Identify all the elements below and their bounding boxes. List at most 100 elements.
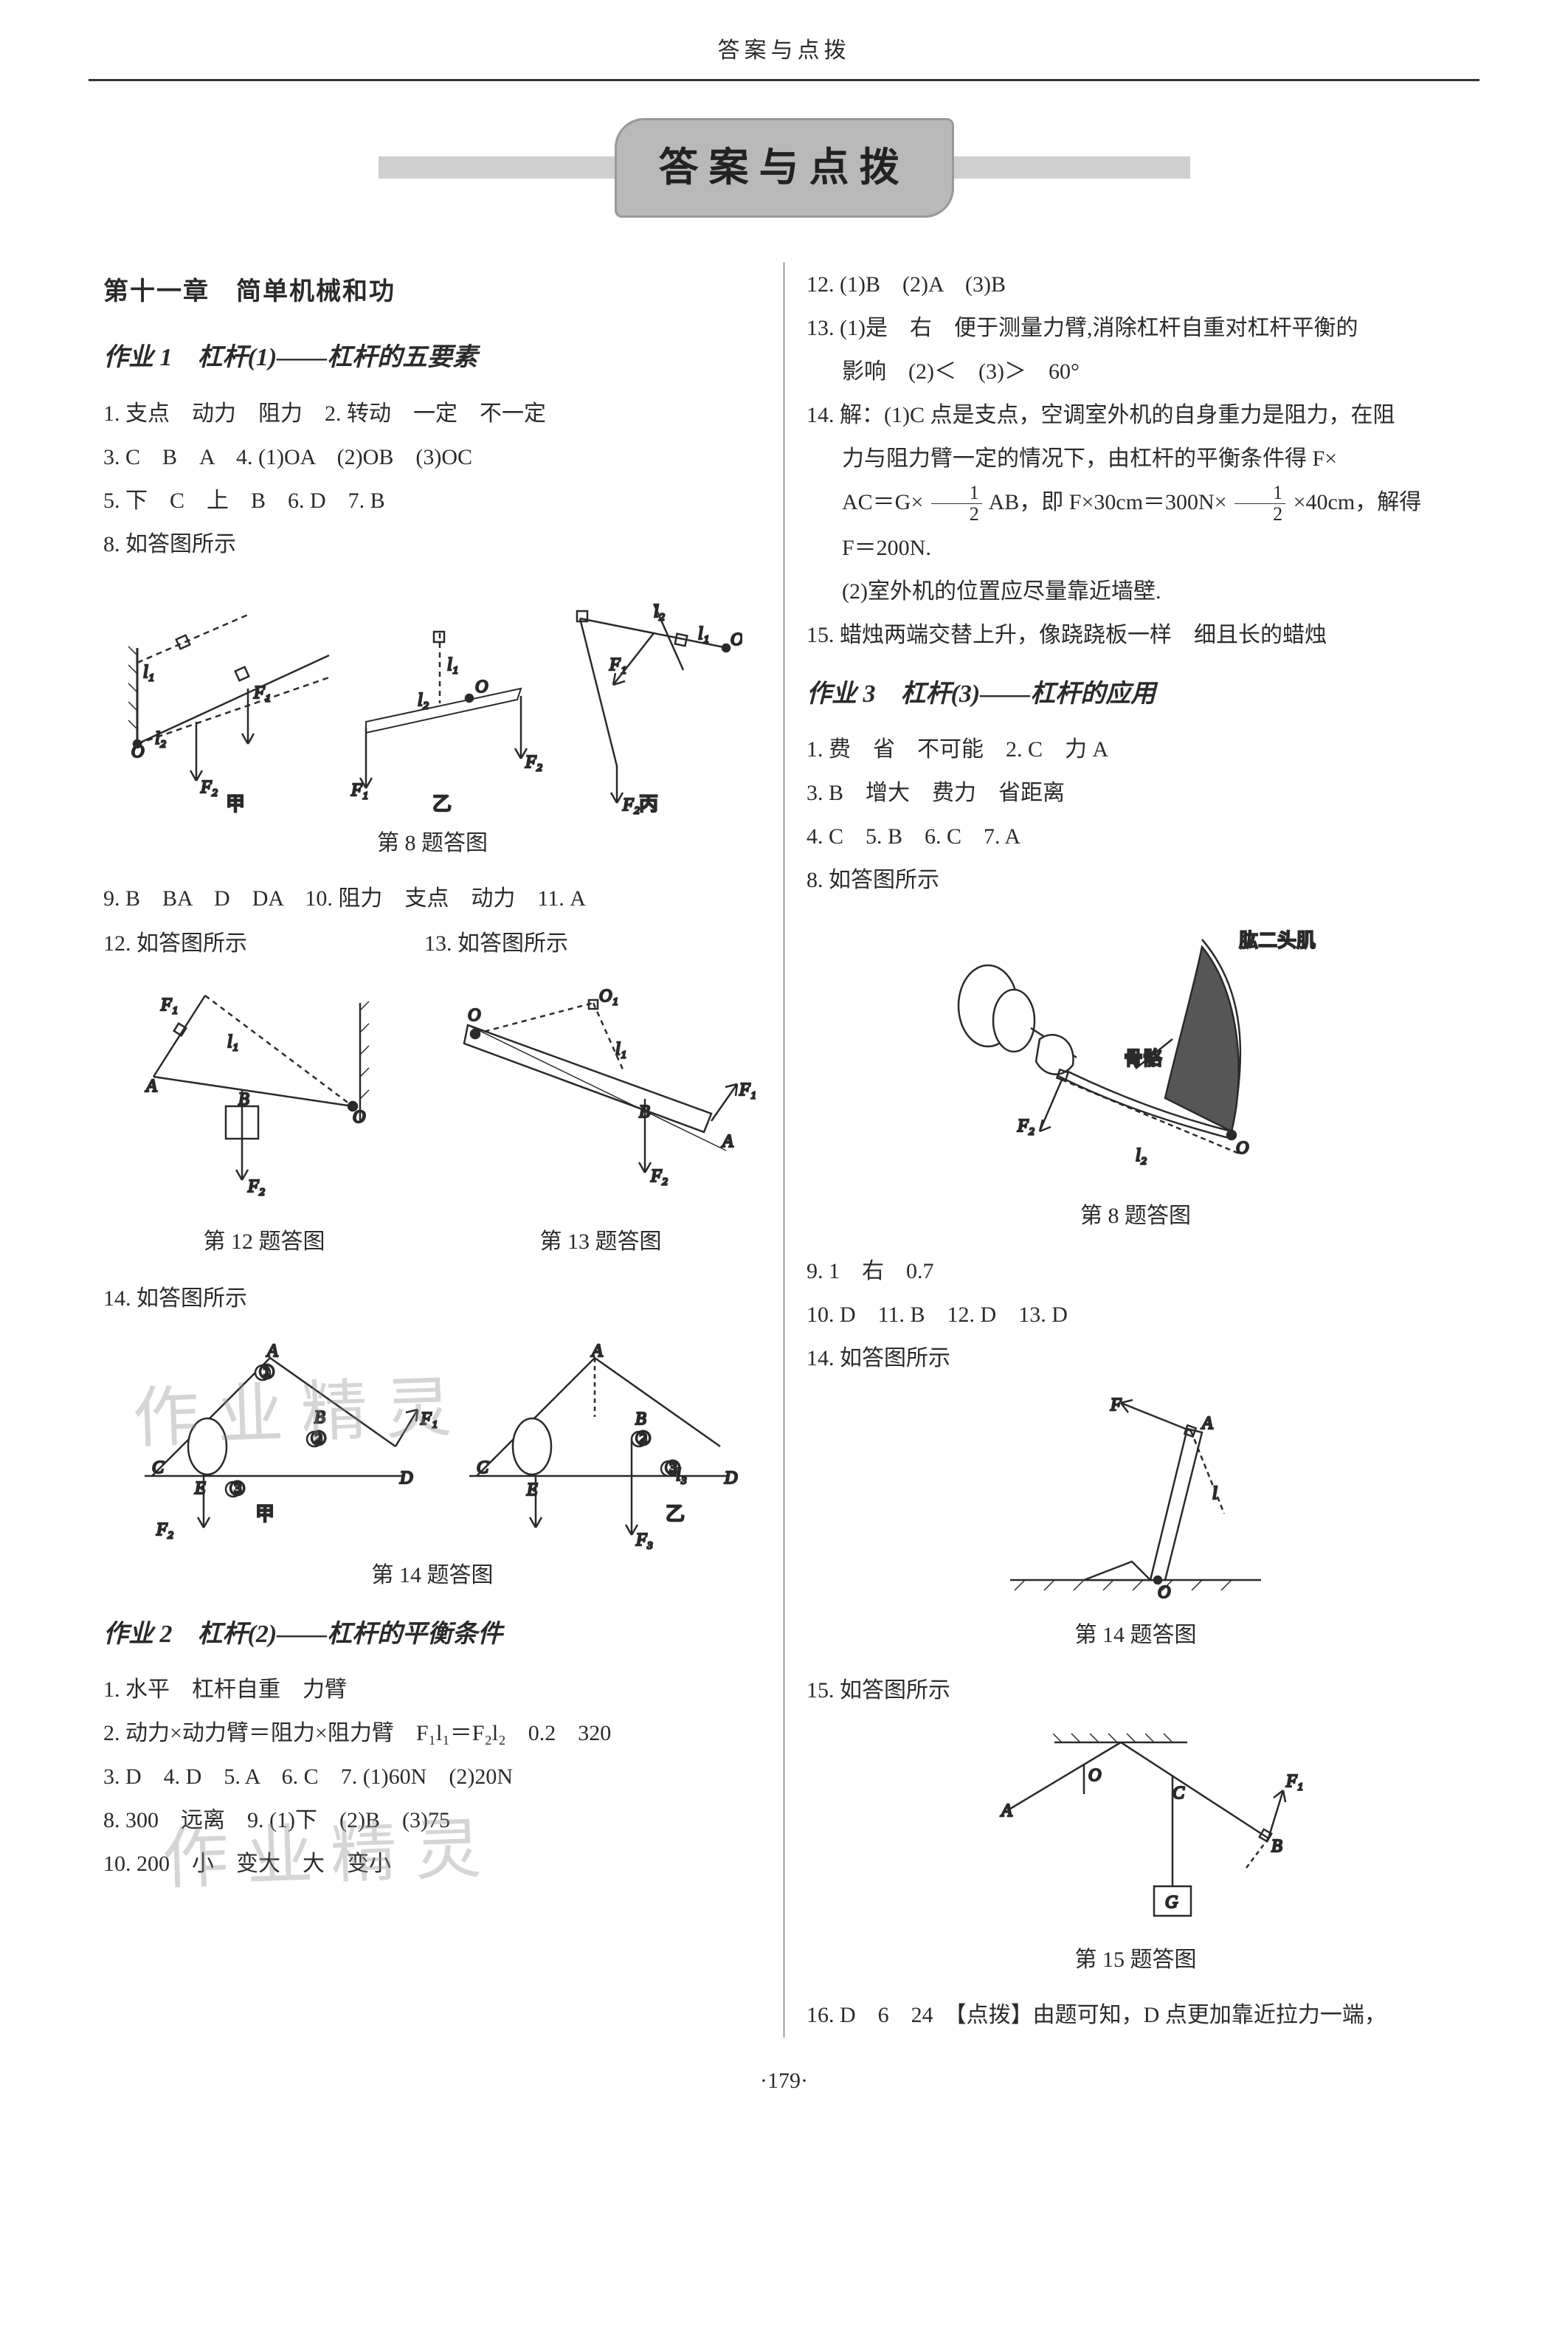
svg-text:A: A: [721, 1132, 733, 1151]
svg-text:F₃: F₃: [635, 1531, 653, 1550]
answer-line: 16. D 6 24 【点拨】由题可知，D 点更加靠近拉力一端，: [807, 1994, 1465, 2036]
svg-text:F₁: F₁: [739, 1080, 756, 1100]
svg-text:骨骼: 骨骼: [1124, 1048, 1162, 1069]
svg-text:C: C: [1172, 1784, 1185, 1803]
figure-sec3-q8: 骨骼 肱二头肌 F₂ l₂ O 第 8 题答图: [807, 910, 1465, 1237]
svg-text:②: ②: [635, 1428, 652, 1449]
svg-text:F₁: F₁: [253, 683, 271, 703]
section2-title: 作业 2 杠杆(2)——杠杆的平衡条件: [103, 1611, 761, 1659]
banner-title: 答案与点拨: [615, 118, 954, 218]
svg-text:B: B: [639, 1103, 650, 1122]
svg-text:O: O: [1088, 1766, 1101, 1785]
answer-line: (2)室外机的位置应尽量靠近墙壁.: [807, 570, 1465, 613]
svg-text:A: A: [1000, 1801, 1012, 1821]
svg-text:F₁: F₁: [420, 1410, 438, 1429]
svg-text:l₁: l₁: [615, 1040, 626, 1059]
figure-sec3-q15-caption: 第 15 题答图: [807, 1939, 1465, 1981]
svg-text:l₂: l₂: [654, 602, 665, 621]
svg-text:l₂: l₂: [1136, 1146, 1147, 1165]
answer-line: 14. 解：(1)C 点是支点，空调室外机的自身重力是阻力，在阻: [807, 394, 1465, 436]
svg-text:D: D: [399, 1469, 412, 1488]
banner-bar-left: [379, 156, 615, 179]
svg-text:O₁: O₁: [599, 987, 618, 1006]
answer-line: 13. 如答图所示: [424, 922, 568, 965]
svg-text:l₁: l₁: [143, 663, 154, 682]
answer-line: 8. 如答图所示: [807, 859, 1465, 901]
svg-text:B: B: [238, 1090, 249, 1109]
answer-line: 2. 动力×动力臂＝阻力×阻力臂 F₁l₁＝F₂l₂ 0.2 320: [103, 1712, 761, 1754]
svg-text:F₂: F₂: [156, 1520, 173, 1539]
svg-text:A: A: [1201, 1414, 1213, 1433]
svg-text:F₁: F₁: [160, 996, 178, 1015]
figure-q14: 作业精灵 ① ② ③ A B C: [103, 1328, 761, 1596]
svg-text:B: B: [1271, 1837, 1282, 1856]
svg-text:l₁: l₁: [698, 624, 709, 644]
svg-text:l₁: l₁: [227, 1032, 238, 1052]
answer-line: 10. D 11. B 12. D 13. D: [807, 1294, 1465, 1336]
answer-line: 1. 费 省 不可能 2. C 力 A: [807, 728, 1465, 770]
figure-q12-caption: 第 12 题答图: [103, 1221, 425, 1263]
svg-text:F₁: F₁: [350, 781, 368, 800]
svg-text:O: O: [468, 1006, 480, 1025]
answer-line: 4. C 5. B 6. C 7. A: [807, 815, 1465, 858]
svg-text:G: G: [1165, 1893, 1178, 1912]
svg-text:B: B: [314, 1408, 325, 1427]
answer-line: 1. 支点 动力 阻力 2. 转动 一定 不一定: [103, 393, 761, 435]
svg-text:F₂: F₂: [622, 796, 640, 815]
svg-text:甲: 甲: [226, 793, 245, 815]
page-number: ·179·: [89, 2060, 1479, 2102]
svg-text:l₃: l₃: [676, 1466, 687, 1485]
chapter-title: 第十一章 简单机械和功: [103, 268, 761, 316]
svg-text:O: O: [475, 677, 488, 697]
svg-text:F₂: F₂: [525, 753, 542, 772]
running-header: 答案与点拨: [89, 30, 1479, 81]
answer-line: 9. 1 右 0.7: [807, 1250, 1465, 1292]
svg-text:肱二头肌: 肱二头肌: [1239, 930, 1316, 951]
answer-line: 10. 200 小 变大 大 变小: [103, 1843, 761, 1885]
answer-line: 3. C B A 4. (1)OA (2)OB (3)OC: [103, 436, 761, 478]
svg-text:F₂: F₂: [650, 1167, 668, 1186]
answer-line: 8. 如答图所示: [103, 523, 761, 565]
right-column: 12. (1)B (2)A (3)B 13. (1)是 右 便于测量力臂,消除杠…: [784, 262, 1479, 2038]
svg-text:O: O: [1236, 1139, 1248, 1158]
section1-title: 作业 1 杠杆(1)——杠杆的五要素: [103, 334, 761, 382]
left-column: 第十一章 简单机械和功 作业 1 杠杆(1)——杠杆的五要素 1. 支点 动力 …: [89, 262, 784, 2038]
svg-text:A: A: [145, 1077, 157, 1096]
svg-text:F₂: F₂: [247, 1177, 265, 1196]
figure-sec3-q15: G A O C B F₁ 第 15 题答图: [807, 1720, 1465, 1981]
svg-text:乙: 乙: [432, 793, 452, 815]
svg-text:E: E: [526, 1480, 538, 1500]
title-banner: 答案与点拨: [89, 118, 1479, 218]
svg-text:C: C: [477, 1458, 489, 1477]
banner-bar-right: [954, 156, 1190, 179]
answer-line: 5. 下 C 上 B 6. D 7. B: [103, 480, 761, 522]
svg-text:l₂: l₂: [155, 729, 166, 748]
svg-text:乙: 乙: [666, 1503, 685, 1525]
figure-q14-caption: 第 14 题答图: [103, 1554, 761, 1596]
svg-text:D: D: [724, 1469, 737, 1488]
svg-text:A: A: [590, 1342, 603, 1361]
figure-q8: O l₂ l₁ F₁ F₂ 甲 O l₂: [103, 574, 761, 864]
svg-text:②: ②: [310, 1428, 327, 1449]
svg-text:F₂: F₂: [1017, 1117, 1035, 1136]
svg-text:F₁: F₁: [609, 655, 626, 675]
answer-line: AC＝G× 12 AB，即 F×30cm＝300N× 12 ×40cm，解得: [807, 481, 1465, 525]
figure-sec3-q14-caption: 第 14 题答图: [807, 1614, 1465, 1656]
svg-text:F₁: F₁: [1285, 1772, 1303, 1791]
figure-sec3-q8-caption: 第 8 题答图: [807, 1195, 1465, 1237]
answнь-line: 15. 蜡烛两端交替上升，像跷跷板一样 细且长的蜡烛: [807, 614, 1465, 656]
svg-text:l: l: [1212, 1484, 1218, 1503]
answer-line: 15. 如答图所示: [807, 1669, 1465, 1711]
answer-line: 影响 (2)＜ (3)＞ 60°: [807, 351, 1465, 393]
answer-line: 1. 水平 杠杆自重 力臂: [103, 1669, 761, 1711]
answer-line: 8. 300 远离 9. (1)下 (2)B (3)75: [103, 1799, 761, 1841]
figure-q8-caption: 第 8 题答图: [103, 822, 761, 864]
answer-line: 3. D 4. D 5. A 6. C 7. (1)60N (2)20N: [103, 1756, 761, 1798]
answer-line: 12. (1)B (2)A (3)B: [807, 263, 1465, 306]
answer-line: 3. B 增大 费力 省距离: [807, 772, 1465, 814]
answer-line: 力与阻力臂一定的情况下，由杠杆的平衡条件得 F×: [807, 438, 1465, 480]
figure-q12-q13: A F₁ l₁ B O F₂ 第 12 题答图: [103, 966, 761, 1276]
svg-text:甲: 甲: [255, 1503, 274, 1525]
answer-line: F＝200N.: [807, 527, 1465, 569]
svg-text:B: B: [635, 1410, 646, 1429]
